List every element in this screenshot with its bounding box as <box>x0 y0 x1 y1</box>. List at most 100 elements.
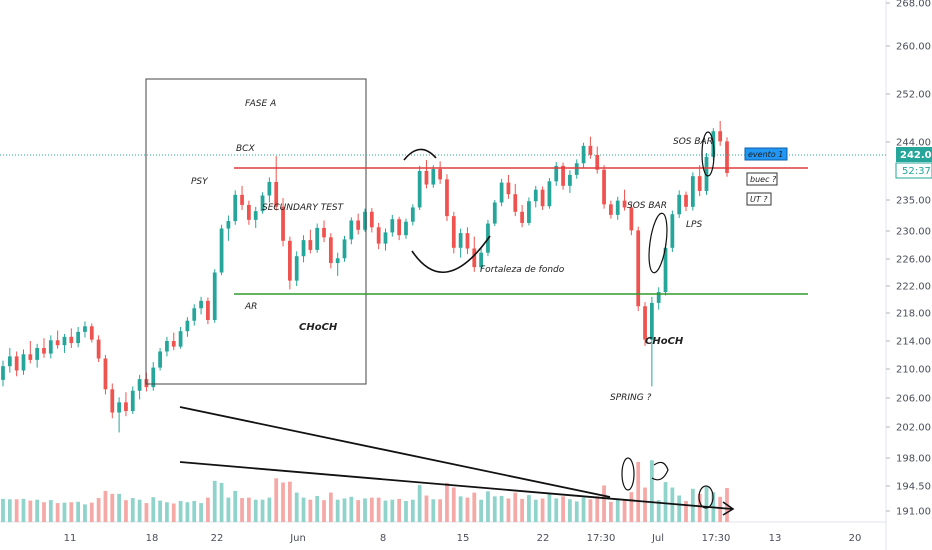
price-tick-label: 206.00 <box>896 394 931 405</box>
countdown-value: 52:37 <box>902 166 931 177</box>
volume-bar <box>253 499 258 522</box>
volume-bar <box>178 500 183 522</box>
volume-bar <box>103 490 108 522</box>
volume-bar <box>69 502 74 522</box>
candle-body <box>438 169 443 180</box>
volume-bar <box>656 500 661 522</box>
price-tick-label: 198.00 <box>896 454 931 465</box>
candle-body <box>404 221 408 236</box>
candle-body <box>287 240 292 281</box>
volume-bar <box>445 482 449 522</box>
volume-bar <box>376 497 381 522</box>
ut-box[interactable] <box>746 192 772 206</box>
volume-spike-circle-2 <box>651 461 669 481</box>
candle-body <box>335 258 340 264</box>
volume-bar <box>130 498 135 522</box>
candle-body <box>158 351 162 368</box>
candle-body <box>554 165 559 182</box>
candle-body <box>397 219 402 236</box>
volume-bar <box>663 482 668 522</box>
candle-body <box>615 200 620 215</box>
volume-bar <box>137 499 142 522</box>
evento-badge[interactable] <box>744 147 788 161</box>
fase-a-box <box>145 78 367 385</box>
candle-body <box>21 354 26 371</box>
candle-body <box>602 169 606 205</box>
price-tick-label: 244.00 <box>896 138 931 149</box>
volume-bar <box>185 502 190 522</box>
volume-bar <box>649 460 654 522</box>
buec-box[interactable] <box>746 172 778 186</box>
candle-body <box>376 227 381 244</box>
volume-bar <box>89 502 94 522</box>
volume-bar <box>472 492 477 522</box>
volume-bar <box>568 499 572 522</box>
price-tick-label: 214.00 <box>896 337 931 348</box>
candle-body <box>185 320 190 332</box>
candle-body <box>718 131 723 142</box>
candle-body <box>527 201 531 223</box>
volume-bar <box>76 501 81 522</box>
candle-body <box>622 200 627 208</box>
price-tick-label: 226.00 <box>896 255 931 266</box>
candle-body <box>260 195 265 212</box>
price-tick-label: 218.00 <box>896 309 931 320</box>
candle-body <box>267 181 272 196</box>
candle-body <box>629 207 634 231</box>
candle-body <box>247 204 251 220</box>
volume-bar <box>574 501 579 522</box>
candle-body <box>458 233 463 248</box>
volume-bar <box>684 500 688 522</box>
label-spring: SPRING ? <box>610 393 652 403</box>
candle-body <box>48 340 53 354</box>
volume-bar <box>171 503 176 522</box>
candle-body <box>7 356 12 367</box>
candle-body <box>424 171 429 185</box>
volume-bar <box>458 496 463 522</box>
volume-bar <box>383 500 388 522</box>
bottom-arc <box>411 235 491 273</box>
volume-bar <box>274 478 279 522</box>
candle-body <box>540 189 545 207</box>
volume-bar <box>281 482 285 522</box>
volume-bar <box>301 497 306 522</box>
volume-bar <box>704 486 709 522</box>
trendline-arrowhead <box>722 501 735 516</box>
candle-body <box>581 145 586 164</box>
volume-trendline-lower[interactable] <box>179 461 733 510</box>
volume-bar <box>14 499 19 522</box>
price-tick-label: 210.00 <box>896 365 931 376</box>
volume-bar <box>328 492 333 522</box>
candle-body <box>410 207 415 222</box>
date-tick-label: 11 <box>64 533 77 544</box>
volume-bar <box>294 492 299 522</box>
volume-bar <box>404 500 408 522</box>
volume-bar <box>240 498 244 522</box>
label-secundary-test: SECUNDARY TEST <box>262 203 345 213</box>
candle-body <box>89 326 94 340</box>
volume-bar <box>581 497 586 522</box>
candle-body <box>363 211 367 230</box>
candle-body <box>14 356 19 371</box>
label-fase-a: FASE A <box>245 99 276 109</box>
date-tick-label: 22 <box>211 533 224 544</box>
volume-bar <box>615 498 620 522</box>
volume-bar <box>697 493 702 522</box>
volume-spike-circle-1 <box>621 457 635 491</box>
volume-bar <box>260 499 265 522</box>
volume-spike-circle-3 <box>698 485 714 509</box>
candle-body <box>479 252 483 268</box>
candle-body <box>533 189 538 202</box>
volume-trendline-upper[interactable] <box>179 406 611 498</box>
date-tick-label: 8 <box>380 533 386 544</box>
volume-bar <box>356 500 361 522</box>
candle-body <box>636 230 641 307</box>
sos-bar-ellipse <box>648 212 668 274</box>
volume-bar <box>55 503 60 522</box>
candle-body <box>226 221 231 229</box>
candle-body <box>240 194 244 205</box>
candle-body <box>1 366 5 380</box>
candle-body <box>690 176 695 207</box>
